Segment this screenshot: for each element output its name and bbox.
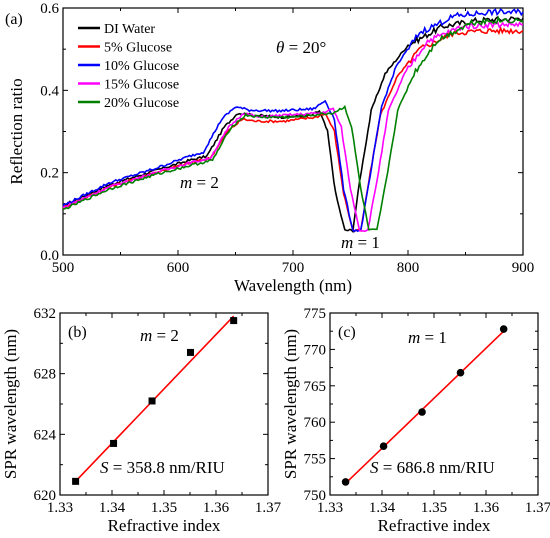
fit-line [345, 330, 505, 484]
x-tick-label: 1.34 [369, 500, 396, 516]
data-point-2 [110, 439, 118, 447]
y-tick-label: 775 [304, 306, 327, 322]
sensitivity-annotation: S = 686.8 nm/RIU [370, 458, 495, 477]
legend-label-4: 15% Glucose [104, 78, 179, 93]
y-axis-label: Reflection ratio [7, 78, 26, 184]
x-tick-label: 1.36 [473, 500, 500, 516]
panel-a-wavelength-spectra: 500 600 700 800 900 0.0 0.2 0.4 0.6 Wavelength (n… [5, 1, 534, 295]
data-point-4 [187, 348, 195, 356]
y-tick-label: 0.6 [40, 1, 59, 17]
series-line-5 [62, 15, 524, 231]
panel-label: (b) [68, 324, 87, 341]
legend-label-5: 20% Glucose [104, 96, 179, 111]
m1-annotation: m = 1 [341, 233, 380, 252]
legend-label-2: 5% Glucose [104, 41, 172, 56]
y-tick-label: 760 [304, 415, 327, 431]
m2-annotation-symbol: m [180, 173, 192, 192]
y-tick-label: 0.2 [40, 166, 59, 182]
x-tick-label: 1.33 [47, 500, 73, 516]
data-point-3 [418, 408, 426, 416]
sensitivity-annotation-value: = 686.8 nm/RIU [379, 458, 495, 477]
m2-annotation-value: = 2 [192, 173, 219, 192]
panel-label: (a) [5, 11, 23, 28]
y-tick-label: 628 [34, 367, 57, 383]
m-annotation-value: = 1 [420, 328, 447, 347]
y-tick-label: 750 [304, 488, 327, 504]
y-tick-label: 765 [304, 379, 327, 395]
x-axis-label: Refractive index [378, 516, 491, 535]
x-tick-label: 900 [512, 260, 535, 276]
data-point-4 [456, 368, 465, 377]
data-point-5 [499, 325, 508, 333]
panel-b-m2-calibration: 1.33 1.34 1.35 1.36 1.37 620 624 628 632 Refracti… [1, 306, 282, 535]
x-tick-label: 1.34 [99, 500, 126, 516]
legend-label-3: 10% Glucose [104, 59, 179, 74]
panel-c-m1-calibration: 1.33 1.34 1.35 1.36 1.37 750 755 760 765 770 775 Re… [281, 306, 550, 535]
theta-annotation: θ = 20° [276, 38, 326, 57]
y-tick-label: 770 [304, 342, 327, 358]
data-point-1 [341, 478, 350, 486]
data-point-1 [72, 477, 80, 485]
x-tick-label: 700 [282, 260, 305, 276]
y-tick-label: 632 [34, 306, 57, 322]
x-tick-label: 1.33 [317, 500, 343, 516]
sensitivity-annotation-symbol: S [100, 458, 109, 477]
sensitivity-annotation: S = 358.8 nm/RIU [100, 458, 225, 477]
data-point-2 [379, 442, 388, 451]
y-tick-label: 624 [34, 427, 57, 443]
x-tick-label: 1.37 [255, 500, 282, 516]
sensitivity-annotation-value: = 358.8 nm/RIU [109, 458, 225, 477]
x-tick-label: 800 [397, 260, 420, 276]
y-tick-label: 755 [304, 452, 327, 468]
m2-annotation: m = 2 [180, 173, 219, 192]
x-tick-label: 1.37 [525, 500, 550, 516]
m1-annotation-value: = 1 [353, 233, 380, 252]
series-line-3 [62, 8, 524, 233]
x-tick-label: 1.35 [151, 500, 177, 516]
y-tick-label: 0.4 [40, 83, 59, 99]
theta-annotation-value: = 20° [284, 38, 326, 57]
panel-label: (c) [338, 324, 356, 341]
data-point-5 [230, 317, 238, 325]
y-tick-label: 0.0 [40, 248, 59, 264]
m-annotation: m = 2 [140, 326, 179, 345]
x-tick-label: 1.36 [203, 500, 230, 516]
x-tick-label: 1.35 [421, 500, 447, 516]
y-axis-label: SPR wavelength (nm) [281, 329, 300, 479]
m-annotation: m = 1 [408, 328, 447, 347]
x-tick-label: 600 [167, 260, 190, 276]
m-annotation-symbol: m [408, 328, 420, 347]
data-point-3 [148, 397, 156, 405]
x-axis-label: Wavelength (nm) [234, 276, 352, 295]
legend-label-1: DI Water [104, 22, 155, 37]
m1-annotation-symbol: m [341, 233, 353, 252]
y-axis-label: SPR wavelength (nm) [1, 329, 20, 479]
theta-annotation-symbol: θ [276, 38, 284, 57]
m-annotation-symbol: m [140, 326, 152, 345]
x-axis-label: Refractive index [108, 516, 221, 535]
sensitivity-annotation-symbol: S [370, 458, 379, 477]
y-tick-label: 620 [34, 488, 57, 504]
legend: DI Water 5% Glucose 10% Glucose 15% Glucose… [78, 22, 179, 111]
m-annotation-value: = 2 [152, 326, 179, 345]
x-tick-label: 500 [52, 260, 75, 276]
